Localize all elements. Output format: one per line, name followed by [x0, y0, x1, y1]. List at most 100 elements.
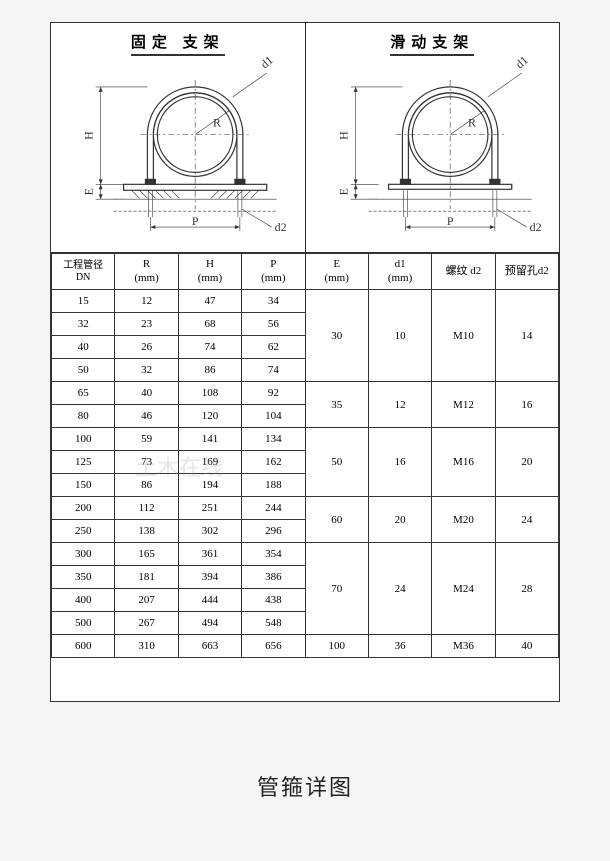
cell: 350 — [52, 566, 115, 589]
cell-merged: 35 — [305, 382, 368, 428]
svg-text:H: H — [82, 131, 96, 140]
svg-text:d1: d1 — [512, 55, 530, 71]
diagram-row: 固定 支架 HEPRd1d2 滑动支架 HEPRd1d2 — [51, 23, 559, 253]
cell: 165 — [115, 543, 178, 566]
cell: 65 — [52, 382, 115, 405]
cell: 181 — [115, 566, 178, 589]
cell: 32 — [52, 313, 115, 336]
cell-merged: 60 — [305, 497, 368, 543]
cell: 59 — [115, 428, 178, 451]
cell-merged: M12 — [432, 382, 495, 428]
cell-merged: 24 — [495, 497, 558, 543]
cell-merged: M36 — [432, 635, 495, 658]
cell-merged: 100 — [305, 635, 368, 658]
cell: 92 — [242, 382, 305, 405]
svg-text:P: P — [446, 214, 453, 228]
cell: 386 — [242, 566, 305, 589]
col-header: H(mm) — [178, 254, 241, 290]
svg-text:R: R — [468, 116, 476, 130]
cell: 200 — [52, 497, 115, 520]
col-header: P(mm) — [242, 254, 305, 290]
cell: 394 — [178, 566, 241, 589]
cell-merged: 50 — [305, 428, 368, 497]
col-header: 螺纹 d2 — [432, 254, 495, 290]
cell: 310 — [115, 635, 178, 658]
cell-merged: 16 — [495, 382, 558, 428]
col-header: R(mm) — [115, 254, 178, 290]
col-header: E(mm) — [305, 254, 368, 290]
cell: 32 — [115, 359, 178, 382]
cell: 169 — [178, 451, 241, 474]
table-row: 100591411345016M1620 — [52, 428, 559, 451]
cell: 354 — [242, 543, 305, 566]
cell-merged: 10 — [368, 290, 431, 382]
cell: 251 — [178, 497, 241, 520]
cell-merged: 40 — [495, 635, 558, 658]
cell: 62 — [242, 336, 305, 359]
cell: 302 — [178, 520, 241, 543]
cell-merged: 16 — [368, 428, 431, 497]
cell-merged: 12 — [368, 382, 431, 428]
cell-merged: 36 — [368, 635, 431, 658]
drawing-frame: 固定 支架 HEPRd1d2 滑动支架 HEPRd1d2 工程管径DNR(mm)… — [50, 22, 560, 702]
cell-merged: 24 — [368, 543, 431, 635]
cell-merged: M10 — [432, 290, 495, 382]
cell: 108 — [178, 382, 241, 405]
cell: 250 — [52, 520, 115, 543]
cell: 361 — [178, 543, 241, 566]
cell: 207 — [115, 589, 178, 612]
cell: 296 — [242, 520, 305, 543]
fixed-bracket-title: 固定 支架 — [51, 31, 305, 56]
sliding-bracket-cell: 滑动支架 HEPRd1d2 — [306, 23, 560, 252]
cell-merged: M24 — [432, 543, 495, 635]
table-row: 6540108923512M1216 — [52, 382, 559, 405]
cell: 56 — [242, 313, 305, 336]
svg-text:d1: d1 — [258, 55, 276, 71]
cell: 12 — [115, 290, 178, 313]
cell: 80 — [52, 405, 115, 428]
cell: 300 — [52, 543, 115, 566]
cell: 138 — [115, 520, 178, 543]
cell: 188 — [242, 474, 305, 497]
cell: 267 — [115, 612, 178, 635]
col-header: 预留孔d2 — [495, 254, 558, 290]
svg-text:H: H — [336, 131, 350, 140]
cell: 86 — [178, 359, 241, 382]
svg-text:d2: d2 — [275, 220, 287, 234]
cell-merged: M16 — [432, 428, 495, 497]
cell-merged: 14 — [495, 290, 558, 382]
fixed-bracket-cell: 固定 支架 HEPRd1d2 — [51, 23, 306, 252]
cell: 600 — [52, 635, 115, 658]
sliding-bracket-title: 滑动支架 — [306, 31, 560, 56]
cell: 23 — [115, 313, 178, 336]
cell: 40 — [52, 336, 115, 359]
cell: 100 — [52, 428, 115, 451]
cell-merged: 70 — [305, 543, 368, 635]
table-row: 60031066365610036M3640 — [52, 635, 559, 658]
cell: 46 — [115, 405, 178, 428]
svg-text:P: P — [192, 214, 199, 228]
cell: 162 — [242, 451, 305, 474]
cell: 656 — [242, 635, 305, 658]
cell: 68 — [178, 313, 241, 336]
cell: 444 — [178, 589, 241, 612]
cell: 40 — [115, 382, 178, 405]
cell: 663 — [178, 635, 241, 658]
cell: 73 — [115, 451, 178, 474]
cell: 400 — [52, 589, 115, 612]
cell-merged: 20 — [495, 428, 558, 497]
cell: 134 — [242, 428, 305, 451]
cell-merged: 28 — [495, 543, 558, 635]
svg-text:d2: d2 — [529, 220, 541, 234]
cell: 141 — [178, 428, 241, 451]
cell: 438 — [242, 589, 305, 612]
cell: 244 — [242, 497, 305, 520]
cell: 125 — [52, 451, 115, 474]
cell: 194 — [178, 474, 241, 497]
spec-table-wrap: 工程管径DNR(mm)H(mm)P(mm)E(mm)d1(mm)螺纹 d2预留孔… — [51, 253, 559, 658]
cell: 50 — [52, 359, 115, 382]
cell: 74 — [242, 359, 305, 382]
cell-merged: 20 — [368, 497, 431, 543]
cell: 548 — [242, 612, 305, 635]
col-header: d1(mm) — [368, 254, 431, 290]
